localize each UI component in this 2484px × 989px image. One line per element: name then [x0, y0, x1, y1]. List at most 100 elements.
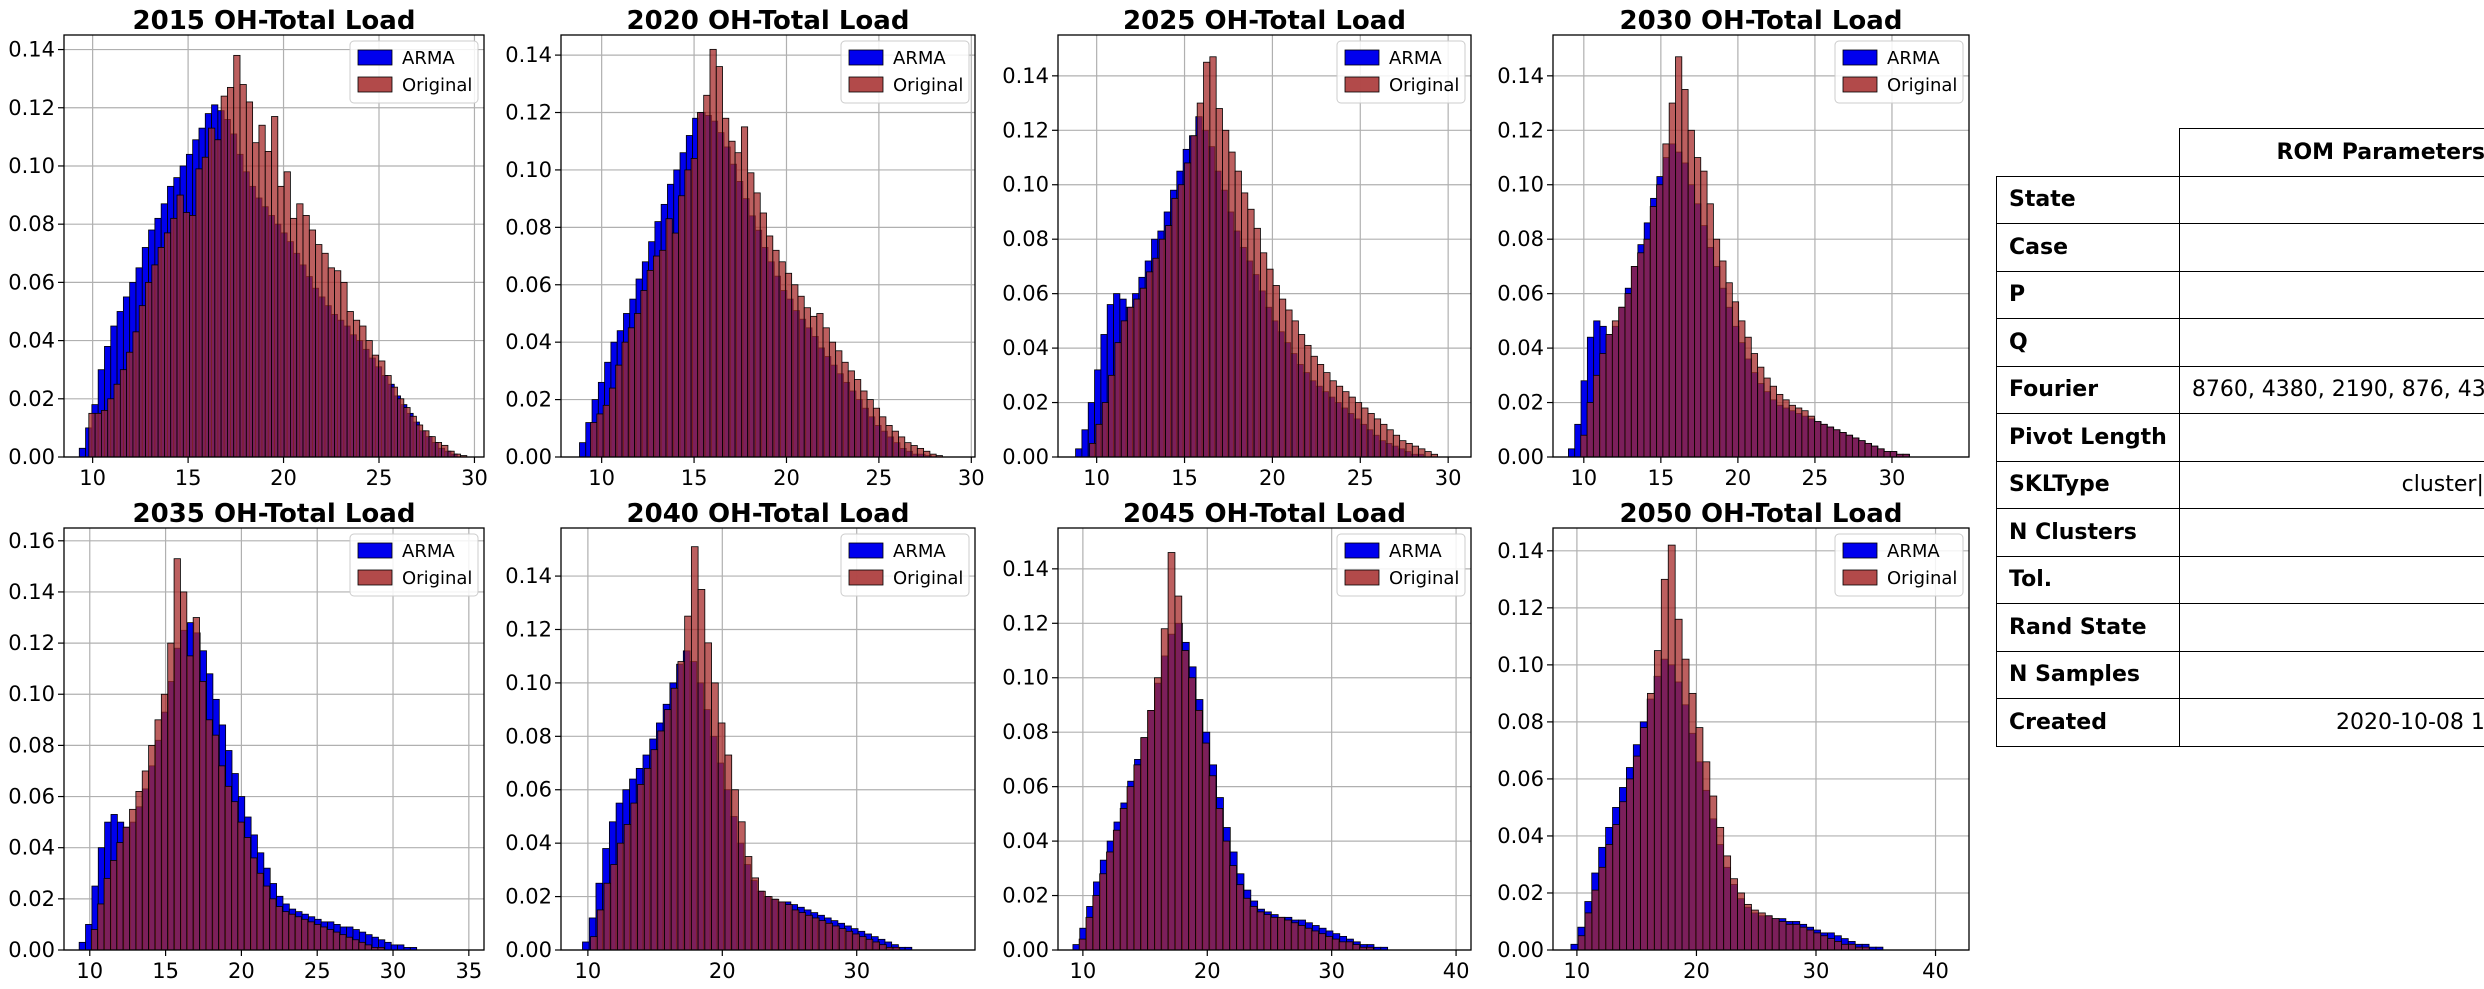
histogram-bar: [365, 340, 373, 458]
y-tick-label: 0.10: [1002, 666, 1049, 690]
x-tick-label: 25: [366, 466, 393, 490]
y-tick-label: 0.00: [8, 938, 55, 962]
y-tick-label: 0.14: [505, 564, 552, 588]
histogram-bar: [245, 101, 254, 458]
histogram-bar: [1147, 710, 1155, 951]
x-tick-label: 20: [1259, 466, 1286, 490]
y-tick-label: 0.12: [1002, 611, 1049, 635]
y-tick-label: 0.14: [1002, 64, 1049, 88]
histogram-bar: [738, 821, 746, 951]
histogram-bar: [170, 217, 178, 458]
histogram-bar: [1841, 943, 1849, 951]
y-tick-label: 0.14: [1002, 557, 1049, 581]
histogram-bar: [243, 837, 251, 951]
histogram-bar: [1249, 906, 1258, 951]
histogram-bar: [1342, 391, 1350, 458]
legend-swatch-arma: [357, 542, 393, 559]
histogram-bar: [704, 642, 712, 951]
histogram-bar: [1236, 884, 1244, 951]
histogram-bar: [1203, 61, 1211, 458]
histogram-bar: [596, 413, 604, 458]
legend-swatch-original: [848, 569, 884, 586]
histogram-bar: [308, 229, 317, 458]
legend-label-arma: ARMA: [402, 541, 455, 562]
histogram-bar: [865, 938, 874, 951]
histogram-bar: [97, 903, 105, 951]
histogram-bar: [1827, 938, 1836, 951]
histogram-bar: [1160, 628, 1169, 951]
histogram-bar: [845, 930, 854, 951]
histogram-bar: [1877, 448, 1885, 458]
histogram-bar: [1889, 451, 1897, 458]
y-tick-label: 0.08: [505, 215, 552, 239]
histogram-bar: [1599, 353, 1607, 458]
histogram-bar: [784, 272, 793, 458]
histogram-bar: [603, 882, 612, 951]
histogram-bar: [665, 218, 673, 458]
panel-title: 2020 OH-Total Load: [627, 6, 910, 36]
y-tick-label: 0.06: [1497, 767, 1544, 791]
histogram-bar: [703, 94, 711, 458]
histogram-bar: [1681, 89, 1689, 458]
series-original: [1577, 544, 1870, 951]
histogram-bar: [1405, 442, 1413, 458]
histogram-bar: [1592, 374, 1601, 458]
histogram-bar: [740, 126, 749, 458]
histogram-bar: [1674, 618, 1683, 951]
histogram-bar: [1653, 650, 1662, 951]
histogram-bar: [1833, 429, 1841, 458]
parameter-name: State: [1996, 175, 2180, 224]
histogram-bar: [1229, 865, 1237, 951]
histogram-bar: [677, 661, 686, 951]
histogram-bar: [828, 341, 837, 458]
series-original: [1580, 56, 1910, 458]
histogram-bar: [1788, 404, 1796, 458]
histogram-bar: [816, 313, 824, 458]
x-tick-label: 25: [1802, 466, 1829, 490]
histogram-bar: [180, 591, 188, 951]
histogram-bar: [186, 655, 194, 951]
histogram-bar: [353, 319, 361, 458]
legend-swatch-original: [357, 569, 393, 586]
histogram-bar: [1380, 423, 1388, 458]
histogram-bar: [160, 693, 169, 951]
histogram-bar: [822, 327, 830, 458]
legend-label-original: Original: [1389, 75, 1459, 96]
histogram-bar: [623, 824, 632, 951]
histogram-bar: [214, 139, 222, 458]
histogram-bar: [758, 890, 766, 951]
histogram-bar: [609, 387, 617, 458]
histogram-bar: [294, 916, 302, 951]
histogram-bar: [1335, 385, 1344, 458]
histogram-bar: [275, 906, 283, 951]
histogram-bar: [1297, 925, 1306, 951]
histogram-bar: [1702, 761, 1711, 951]
histogram-bar: [237, 821, 245, 951]
y-tick-label: 0.02: [1002, 884, 1049, 908]
histogram-bar: [891, 430, 899, 458]
histogram-bar: [1272, 285, 1280, 458]
panel-title: 2050 OH-Total Load: [1620, 499, 1903, 529]
parameter-name: Tol.: [1996, 555, 2180, 604]
legend-label-original: Original: [893, 568, 963, 589]
histogram-bar: [1649, 206, 1657, 458]
legend-swatch-original: [1344, 76, 1380, 93]
histogram-bar: [1304, 344, 1312, 458]
histogram-bar: [596, 909, 605, 951]
histogram-bar: [1181, 650, 1190, 951]
histogram-bar: [722, 117, 730, 458]
y-tick-label: 0.12: [8, 96, 55, 120]
x-tick-label: 10: [1070, 959, 1097, 983]
x-tick-label: 25: [304, 959, 331, 983]
y-tick-label: 0.12: [1497, 596, 1544, 620]
histogram-bar: [1310, 355, 1318, 458]
legend: ARMA Original: [840, 533, 970, 597]
histogram-bar: [1864, 442, 1872, 458]
histogram-bar: [1241, 192, 1249, 458]
y-tick-label: 0.08: [1497, 227, 1544, 251]
histogram-bar: [1851, 437, 1860, 458]
histogram-bar: [315, 244, 323, 458]
x-tick-label: 20: [228, 959, 255, 983]
legend-label-arma: ARMA: [1887, 48, 1940, 69]
